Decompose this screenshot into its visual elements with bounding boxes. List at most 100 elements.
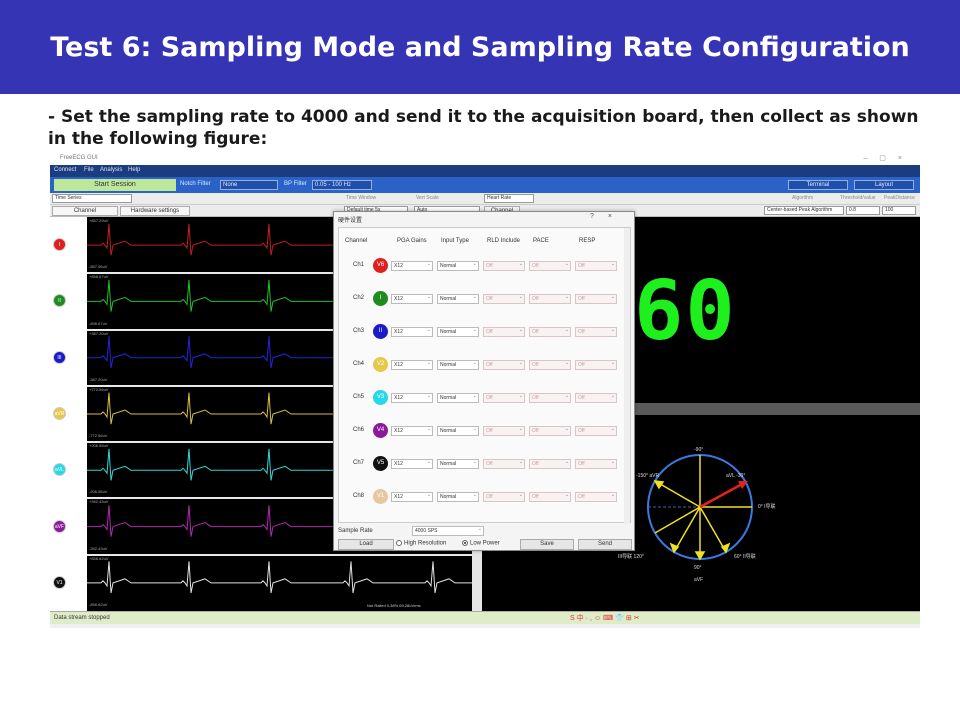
view-mode-select[interactable]: Time Series — [52, 194, 132, 203]
channel-badge[interactable]: I — [53, 238, 66, 252]
input-type-select[interactable]: Normal — [437, 293, 479, 304]
input-type-select[interactable]: Normal — [437, 491, 479, 502]
pace-select[interactable]: Off — [529, 260, 571, 271]
resp-select[interactable]: Off — [575, 359, 617, 370]
pace-select[interactable]: Off — [529, 425, 571, 436]
ime-toolbar[interactable]: S中·,☺⌨👕⊞✂ — [570, 615, 642, 622]
channel-badge[interactable]: aVR — [53, 407, 66, 420]
pga-gain-select[interactable]: X12 — [391, 491, 433, 502]
axis-label-avf: aVF — [694, 577, 704, 583]
resp-select[interactable]: Off — [575, 458, 617, 469]
sample-rate-label: Sample Rate — [338, 528, 373, 534]
dialog-scrollbar[interactable] — [624, 228, 630, 524]
high-resolution-option[interactable]: High Resolution — [396, 540, 446, 547]
pga-gain-select[interactable]: X12 — [391, 293, 433, 304]
ecg-trace — [87, 561, 472, 594]
pga-gain-select[interactable]: X12 — [391, 359, 433, 370]
resp-select[interactable]: Off — [575, 260, 617, 271]
axis-arrow-avr — [654, 480, 701, 508]
low-power-radio[interactable] — [462, 540, 468, 546]
close-button[interactable]: × — [607, 213, 626, 220]
app-window: FreeECG GUI –▢× Connect File Analysis He… — [50, 153, 920, 628]
pace-select[interactable]: Off — [529, 326, 571, 337]
threshold-select[interactable]: 0.8 — [846, 206, 880, 215]
channel-badge[interactable]: II — [53, 294, 66, 308]
rld-include-select[interactable]: Off — [483, 326, 525, 337]
terminal-button[interactable]: Terminal — [788, 180, 848, 190]
pace-select[interactable]: Off — [529, 491, 571, 502]
waveform-separator — [87, 272, 472, 275]
channel-lead-badge: V2 — [373, 357, 388, 372]
heart-rate-select[interactable]: Heart Rate — [484, 194, 534, 203]
algorithm-select[interactable]: Center-based Peak Algorithm — [764, 206, 844, 215]
pga-gain-select[interactable]: X12 — [391, 326, 433, 337]
menu-connect[interactable]: Connect — [54, 167, 77, 173]
input-type-select[interactable]: Normal — [437, 260, 479, 271]
resp-select[interactable]: Off — [575, 293, 617, 304]
input-type-select[interactable]: Normal — [437, 392, 479, 403]
resp-select[interactable]: Off — [575, 425, 617, 436]
channel-top-scale: +392.43uV — [89, 499, 109, 505]
axis-label-avr: -150° aVR — [636, 473, 660, 479]
pace-select[interactable]: Off — [529, 293, 571, 304]
pga-gain-select[interactable]: X12 — [391, 392, 433, 403]
resp-select[interactable]: Off — [575, 326, 617, 337]
channel-lead-badge: V4 — [373, 423, 388, 438]
col-head-pga: PGA Gains — [397, 238, 427, 244]
rld-include-select[interactable]: Off — [483, 293, 525, 304]
input-type-select[interactable]: Normal — [437, 326, 479, 337]
channel-top-scale: +856.62uV — [89, 555, 109, 561]
channel-badge[interactable]: V1 — [53, 575, 66, 589]
window-titlebar: FreeECG GUI –▢× — [50, 153, 920, 165]
status-bar: Data stream stopped S中·,☺⌨👕⊞✂ — [50, 611, 920, 624]
channel-row-label: Ch6 — [353, 427, 365, 433]
low-power-option[interactable]: Low Power — [462, 540, 500, 547]
menu-analysis[interactable]: Analysis — [100, 167, 123, 173]
peak-distance-select[interactable]: 100 — [882, 206, 916, 215]
channel-top-scale: +206.55uV — [89, 443, 109, 449]
start-session-button[interactable]: Start Session — [54, 179, 176, 191]
notch-filter-select[interactable]: None — [220, 180, 278, 190]
col-head-channel: Channel — [345, 238, 368, 244]
sample-rate-select[interactable]: 4000 SPS — [412, 525, 484, 536]
window-controls[interactable]: –▢× — [863, 155, 914, 162]
pga-gain-select[interactable]: X12 — [391, 458, 433, 469]
pace-select[interactable]: Off — [529, 458, 571, 469]
rld-include-select[interactable]: Off — [483, 425, 525, 436]
channel-badge[interactable]: III — [53, 350, 66, 364]
pace-select[interactable]: Off — [529, 359, 571, 370]
help-button[interactable]: ? — [590, 213, 608, 220]
rld-include-select[interactable]: Off — [483, 260, 525, 271]
channel-badge[interactable]: aVL — [53, 463, 66, 477]
load-button[interactable]: Load — [338, 539, 394, 550]
input-type-select[interactable]: Normal — [437, 458, 479, 469]
rld-include-select[interactable]: Off — [483, 491, 525, 502]
pga-gain-select[interactable]: X12 — [391, 260, 433, 271]
rld-include-select[interactable]: Off — [483, 458, 525, 469]
send-button[interactable]: Send — [578, 539, 632, 550]
channel-top-scale: +387.20uV — [89, 330, 109, 336]
rld-include-select[interactable]: Off — [483, 359, 525, 370]
input-type-select[interactable]: Normal — [437, 359, 479, 370]
high-resolution-radio[interactable] — [396, 540, 402, 546]
hardware-settings-tab[interactable]: Hardware settings — [120, 206, 190, 216]
axis-label-bottom: 90° — [694, 565, 702, 571]
channel-row-label: Ch3 — [353, 328, 365, 334]
rld-include-select[interactable]: Off — [483, 392, 525, 403]
layout-button[interactable]: Layout — [854, 180, 914, 190]
pga-gain-select[interactable]: X12 — [391, 425, 433, 436]
col-head-pace: PACE — [533, 238, 549, 244]
bp-filter-select[interactable]: 0.05 - 100 Hz — [312, 180, 372, 190]
channel-tab[interactable]: Channel — [52, 206, 118, 216]
channel-badge[interactable]: aVF — [53, 519, 66, 533]
resp-select[interactable]: Off — [575, 491, 617, 502]
channel-bottom-scale: -857.96uV — [89, 264, 108, 270]
menu-file[interactable]: File — [84, 167, 94, 173]
pace-select[interactable]: Off — [529, 392, 571, 403]
arrowhead-iii — [669, 542, 680, 554]
waveform-separator — [87, 384, 472, 387]
menu-help[interactable]: Help — [128, 167, 141, 173]
input-type-select[interactable]: Normal — [437, 425, 479, 436]
resp-select[interactable]: Off — [575, 392, 617, 403]
save-button[interactable]: Save — [520, 539, 574, 550]
